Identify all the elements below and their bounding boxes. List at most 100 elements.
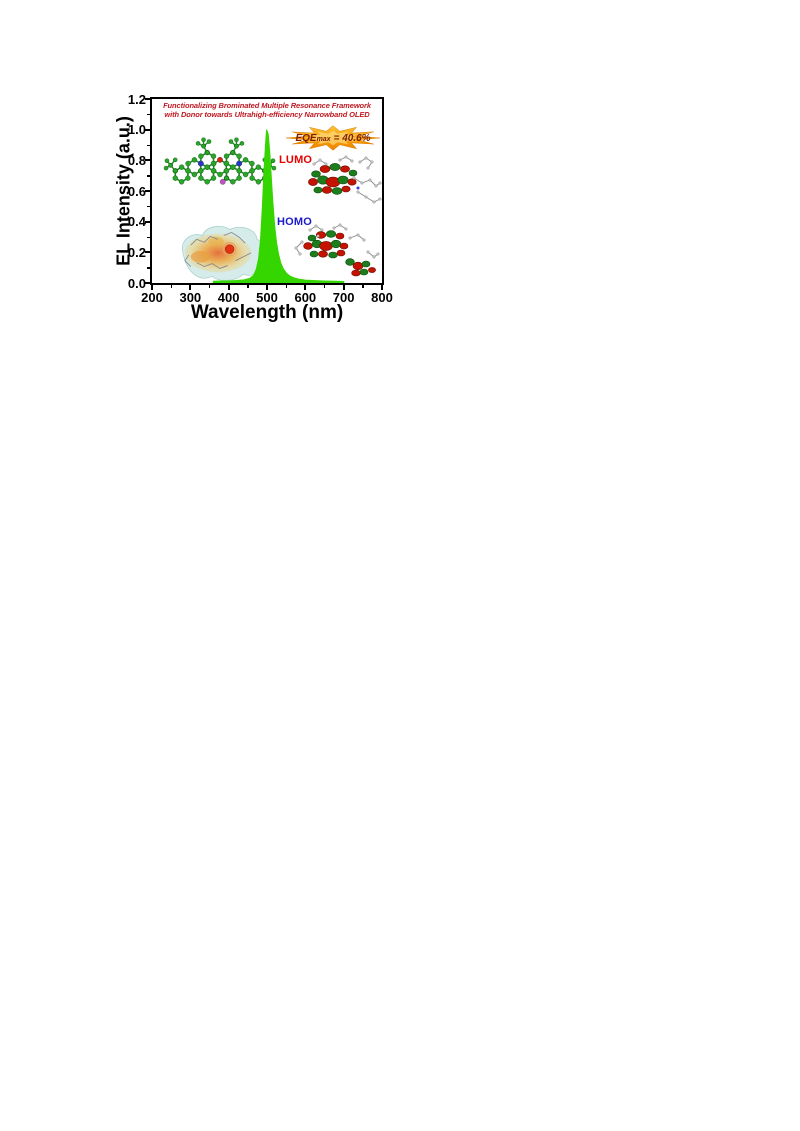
- x-tick-label: 800: [371, 290, 393, 305]
- heteroatom: [236, 160, 242, 167]
- x-major-tick: [189, 285, 192, 290]
- atom: [356, 190, 360, 194]
- atom: [364, 156, 368, 160]
- atom: [185, 168, 191, 174]
- x-major-tick: [304, 285, 307, 290]
- atom: [217, 171, 223, 178]
- atom: [223, 153, 230, 159]
- atom: [230, 179, 236, 185]
- atom: [270, 158, 276, 164]
- x-major-tick: [227, 285, 230, 290]
- atom: [298, 252, 302, 256]
- atom: [318, 158, 322, 162]
- y-tick-label: 0.4: [127, 214, 146, 230]
- atom: [204, 150, 210, 155]
- atom: [338, 223, 342, 227]
- homo-label: HOMO: [277, 216, 313, 228]
- eqe-subscript: max: [316, 136, 331, 143]
- atom: [255, 179, 262, 185]
- atom: [249, 160, 255, 167]
- atom: [324, 162, 328, 166]
- atom: [204, 164, 210, 170]
- atom: [236, 153, 242, 159]
- atom: [242, 171, 249, 178]
- spectrum-area: [212, 129, 345, 283]
- y-minor-tick: [147, 175, 150, 177]
- figure-heading-line2: with Donor towards Ultrahigh-efficiency …: [164, 110, 370, 119]
- atom: [185, 160, 191, 167]
- atom: [294, 246, 298, 250]
- atom: [198, 175, 204, 181]
- x-minor-tick: [285, 285, 288, 288]
- atom: [172, 157, 178, 163]
- y-major-tick: [145, 190, 150, 192]
- plot-frame: Functionalizing Brominated Multiple Reso…: [150, 97, 384, 285]
- atom: [198, 153, 204, 159]
- x-tick-label: 500: [256, 290, 278, 305]
- atom: [210, 175, 217, 181]
- atom: [234, 137, 239, 142]
- y-tick-label: 0.2: [127, 244, 146, 260]
- atom: [172, 175, 178, 181]
- lumo-label: LUMO: [279, 154, 313, 166]
- y-minor-tick: [147, 267, 150, 269]
- atom: [378, 181, 382, 185]
- atom: [348, 236, 352, 240]
- atom: [249, 175, 255, 181]
- x-minor-tick: [170, 285, 173, 288]
- y-tick-label: 0.6: [127, 183, 146, 199]
- atom: [316, 234, 320, 238]
- y-tick-label: 0.8: [127, 152, 146, 168]
- atom: [234, 143, 239, 149]
- atom: [173, 168, 178, 174]
- eqe-value: = 40.6%: [333, 132, 371, 144]
- atom: [210, 168, 217, 174]
- y-major-tick: [145, 220, 150, 223]
- eqe-badge: EQE max = 40.6%: [284, 125, 382, 151]
- el-spectrum-plot: [212, 129, 345, 283]
- eqe-prefix: EQE: [295, 132, 317, 144]
- y-major-tick: [145, 159, 150, 162]
- atom: [223, 168, 230, 174]
- figure-heading-line1: Functionalizing Brominated Multiple Reso…: [163, 101, 371, 110]
- x-major-tick: [151, 285, 153, 290]
- atom: [300, 240, 304, 244]
- atom: [191, 171, 198, 178]
- atom: [249, 168, 255, 174]
- x-minor-tick: [362, 285, 364, 288]
- atom: [364, 195, 368, 199]
- x-tick-label: 300: [179, 290, 202, 305]
- starburst-icon: [285, 125, 381, 151]
- y-minor-tick: [147, 236, 150, 238]
- atom: [198, 168, 204, 174]
- atom: [344, 155, 348, 159]
- x-minor-tick: [247, 285, 249, 288]
- x-tick-label: 700: [332, 290, 355, 305]
- atom: [374, 184, 378, 188]
- atom: [362, 238, 366, 242]
- atom: [163, 165, 169, 171]
- atom: [201, 143, 206, 149]
- atom: [178, 179, 185, 185]
- atom: [223, 160, 230, 167]
- atom: [350, 159, 354, 163]
- atom: [230, 150, 236, 155]
- atom: [360, 181, 364, 185]
- atom: [271, 165, 277, 171]
- heteroatom: [219, 178, 226, 185]
- eqe-badge-text: EQE max = 40.6%: [284, 125, 382, 151]
- y-tick-label: 0.0: [127, 275, 146, 291]
- atom: [204, 179, 210, 185]
- heteroatom: [198, 160, 204, 167]
- atom: [239, 141, 245, 146]
- atom: [372, 255, 376, 259]
- atom: [185, 175, 191, 181]
- x-minor-tick: [209, 285, 211, 288]
- atom: [320, 228, 324, 232]
- atom: [312, 162, 316, 166]
- esp-surface-image: [181, 225, 266, 281]
- y-tick-label: 1.2: [127, 91, 146, 107]
- atom: [168, 163, 173, 168]
- y-minor-tick: [147, 113, 150, 116]
